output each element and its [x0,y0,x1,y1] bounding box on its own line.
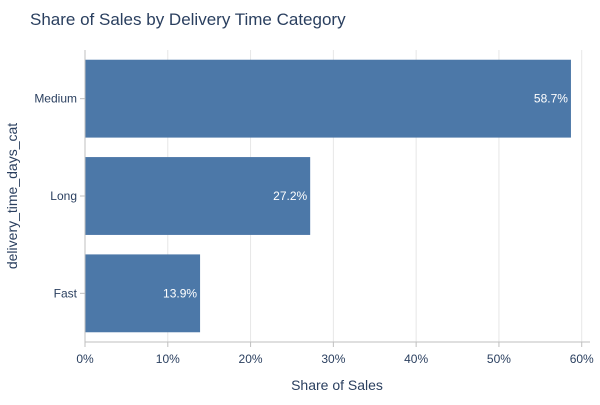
axes-layer: 0% 10% 20% 30% 40% 50% 60% Medium Long Fast [34,50,594,366]
x-tick-label: 10% [156,352,180,366]
y-tick-label: Medium [34,92,77,106]
y-axis-title: delivery_time_days_cat [4,123,20,269]
x-tick-label: 50% [487,352,511,366]
bar-medium [85,59,571,138]
x-tick-label: 40% [404,352,428,366]
x-tick-label: 20% [239,352,263,366]
bar-data-label: 27.2% [273,189,307,203]
chart-title: Share of Sales by Delivery Time Category [30,10,346,29]
bar-data-label: 58.7% [534,92,568,106]
x-tick-label: 30% [321,352,345,366]
bar-data-label: 13.9% [163,286,197,300]
bars-layer: 58.7% 27.2% 13.9% [85,59,571,333]
y-tick-label: Fast [54,286,78,300]
bar-long [85,157,311,235]
bar-fast [85,254,201,333]
x-tick-label: 0% [76,352,94,366]
x-axis-title: Share of Sales [291,377,383,393]
y-tick-label: Long [50,189,77,203]
x-tick-label: 60% [570,352,594,366]
